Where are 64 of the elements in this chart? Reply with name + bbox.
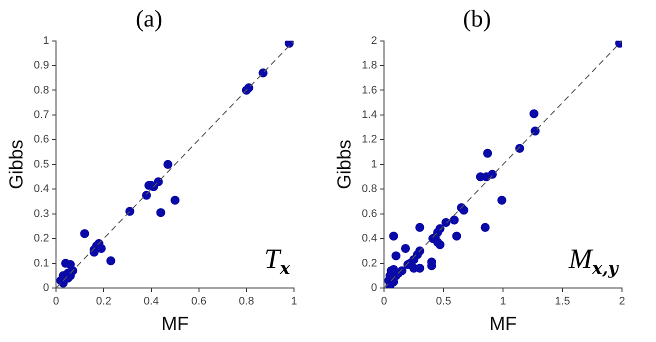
point [483, 148, 492, 158]
y-tick-label: 0.1 [34, 257, 50, 270]
y-tick-label: 0 [370, 282, 378, 294]
y-tick-label: 1.8 [362, 60, 378, 72]
point [450, 216, 459, 225]
y-axis-title: Gibbs [334, 140, 356, 190]
y-tick-label: 0.5 [34, 158, 50, 170]
point [452, 232, 462, 241]
chart-title: (a) [136, 6, 162, 33]
y-tick-label: 0.9 [34, 60, 50, 72]
point [156, 208, 166, 218]
point [415, 222, 424, 232]
point [170, 196, 180, 205]
y-tick-label: 0.8 [362, 183, 378, 196]
y-tick-label: 1.4 [362, 108, 378, 121]
chart-title: (b) [463, 6, 491, 33]
y-tick-label: 0.7 [34, 108, 50, 121]
y-tick-label: 1.2 [362, 134, 378, 146]
point [154, 177, 163, 186]
y-tick-label: 0.3 [34, 208, 50, 220]
y-tick-label: 0.2 [362, 257, 378, 270]
x-tick-label: 0 [381, 296, 388, 308]
point [529, 109, 538, 118]
y-tick-label: 0.4 [362, 232, 378, 245]
point [142, 190, 151, 200]
point [497, 196, 506, 205]
point [389, 232, 398, 241]
y-tick-label: 1 [42, 34, 50, 47]
point [258, 68, 268, 78]
point [80, 229, 90, 238]
point [401, 244, 410, 253]
x-axis-title: MF [489, 314, 517, 335]
point [391, 251, 400, 260]
y-tick-label: 1.6 [362, 84, 378, 96]
x-tick-label: 0.4 [144, 296, 159, 308]
point [125, 206, 134, 216]
x-tick-label: 0.2 [96, 296, 112, 308]
y-tick-label: 0.4 [34, 183, 50, 196]
y-tick-label: 0.8 [34, 84, 50, 96]
point [441, 218, 450, 227]
point [488, 170, 497, 179]
x-axis-title: MF [161, 314, 189, 335]
x-tick-label: 1.5 [554, 296, 570, 308]
point [459, 206, 468, 215]
y-tick-label: 0.6 [34, 134, 50, 146]
x-tick-label: 0.6 [191, 296, 206, 308]
y-axis-title: Gibbs [6, 140, 28, 190]
point [436, 240, 444, 250]
point [106, 256, 116, 266]
y-tick-label: 0 [42, 282, 50, 294]
point [480, 222, 490, 232]
x-tick-label: 0 [53, 296, 60, 308]
x-tick-label: 1 [500, 296, 506, 308]
x-tick-label: 1 [290, 296, 298, 308]
x-tick-label: 0.8 [238, 296, 254, 308]
x-tick-label: 0.5 [436, 296, 452, 308]
point [163, 160, 172, 169]
point [530, 126, 540, 136]
x-tick-label: 2 [618, 296, 626, 308]
y-tick-label: 1 [370, 158, 378, 170]
y-tick-label: 0.2 [34, 232, 50, 245]
point [284, 40, 294, 48]
y-tick-label: 2 [370, 34, 378, 47]
y-tick-label: 0.6 [362, 208, 378, 220]
